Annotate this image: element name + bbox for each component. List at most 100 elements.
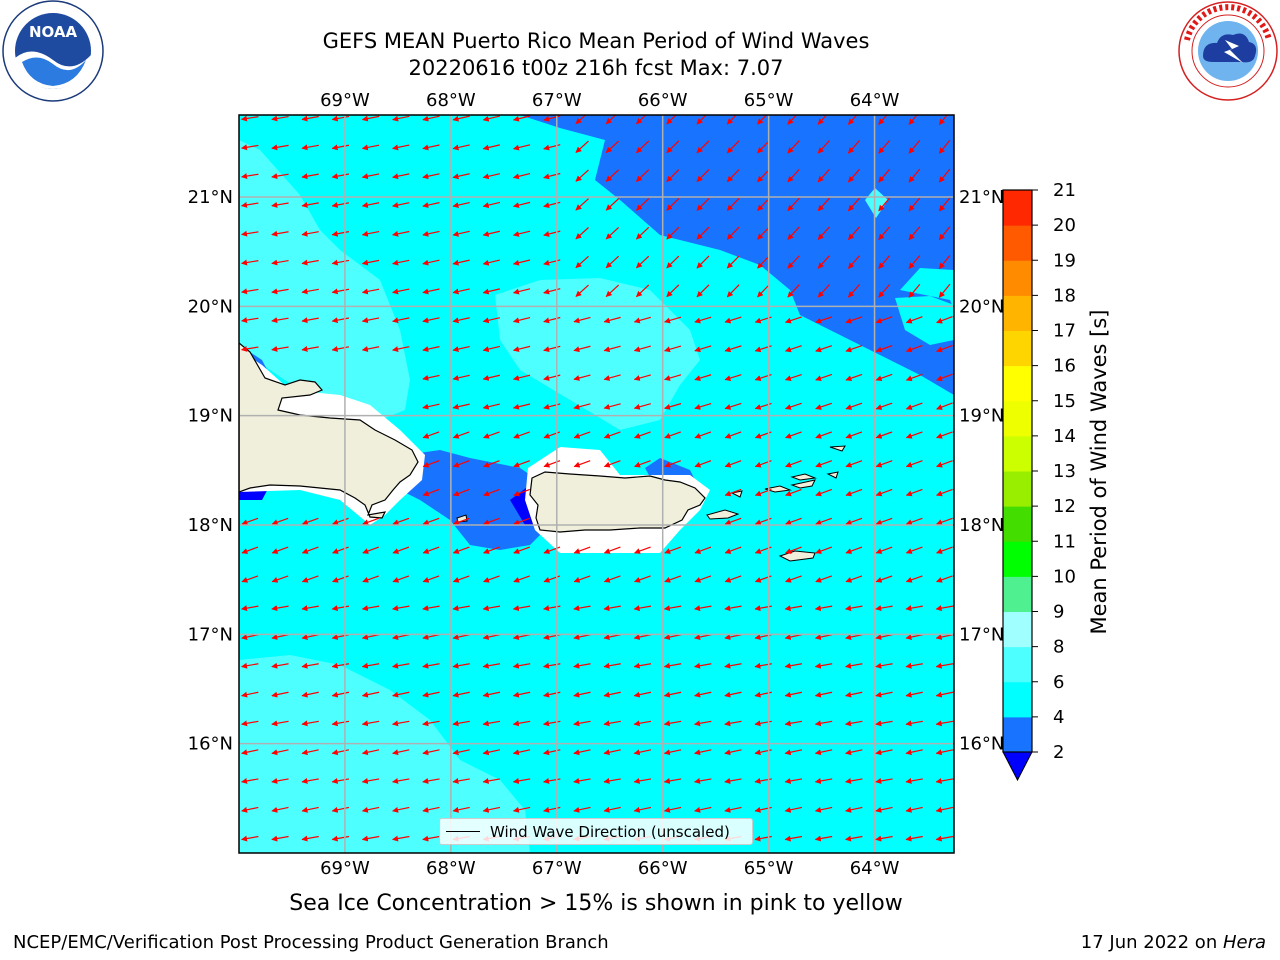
wave-direction-arrow [905, 402, 923, 410]
wave-direction-arrow [452, 605, 470, 612]
wave-direction-arrow [241, 806, 259, 813]
wave-direction-arrow [726, 140, 740, 154]
wave-direction-arrow [785, 575, 802, 583]
wave-direction-arrow [603, 460, 621, 468]
wave-direction-arrow [603, 546, 621, 554]
wave-direction-arrow [271, 605, 289, 612]
wave-direction-arrow [392, 317, 410, 324]
wave-direction-arrow [724, 575, 742, 583]
wave-direction-arrow [392, 173, 410, 180]
wave-direction-arrow [935, 777, 954, 784]
wave-direction-arrow [573, 374, 591, 381]
wave-direction-arrow [875, 488, 893, 497]
wave-direction-arrow [938, 255, 951, 270]
colorbar-segment [1003, 330, 1032, 367]
lat-label-right: 21°N [959, 187, 1004, 208]
wave-direction-arrow [666, 198, 680, 211]
wave-direction-arrow [512, 662, 531, 669]
lat-label-left: 18°N [188, 515, 233, 536]
wave-direction-arrow [512, 374, 531, 381]
wave-direction-arrow [908, 283, 921, 298]
wave-direction-arrow [422, 288, 440, 295]
wave-direction-arrow [938, 226, 951, 241]
wave-direction-arrow [878, 197, 891, 212]
wave-direction-arrow [271, 345, 289, 352]
land-vieques [706, 509, 740, 520]
wave-direction-arrow [331, 720, 350, 727]
wave-direction-arrow [392, 115, 410, 122]
colorbar-segment [1003, 225, 1032, 261]
wave-direction-arrow [905, 460, 923, 468]
wave-direction-arrow [908, 255, 921, 270]
wave-direction-arrow [361, 202, 380, 208]
wave-direction-arrow [422, 173, 440, 180]
wave-direction-arrow [512, 345, 531, 353]
colorbar-segment [1003, 541, 1032, 577]
wave-direction-arrow [452, 403, 470, 410]
wave-direction-arrow [482, 749, 501, 756]
wave-direction-arrow [875, 691, 893, 698]
wave-direction-arrow [605, 198, 620, 211]
wave-direction-arrow [271, 201, 289, 208]
wave-direction-arrow [815, 517, 832, 526]
wave-direction-arrow [817, 197, 830, 212]
wave-direction-arrow [694, 605, 712, 612]
map-frame [238, 114, 955, 854]
wave-direction-arrow [908, 115, 918, 126]
wave-direction-arrow [663, 720, 682, 727]
wave-direction-arrow [664, 575, 681, 583]
wave-direction-arrow [301, 345, 319, 352]
wave-direction-arrow [878, 255, 891, 269]
wave-direction-arrow [875, 634, 893, 640]
wave-direction-arrow [787, 197, 800, 212]
wave-direction-arrow [362, 575, 379, 583]
wave-direction-arrow [482, 173, 501, 180]
wave-direction-arrow [726, 284, 740, 298]
wave-direction-arrow [784, 720, 803, 727]
wave-direction-arrow [331, 662, 350, 669]
wave-direction-arrow [633, 374, 651, 381]
wave-direction-arrow [332, 546, 349, 554]
wave-direction-arrow [666, 226, 680, 240]
wave-direction-arrow [845, 402, 863, 410]
wave-direction-arrow [784, 605, 803, 612]
wave-direction-arrow [878, 226, 891, 241]
wave-direction-arrow [603, 575, 621, 583]
wave-direction-arrow [452, 749, 470, 756]
wave-direction-arrow [664, 546, 681, 554]
wave-direction-arrow [815, 460, 832, 468]
wave-direction-arrow [331, 230, 350, 237]
wave-direction-arrow [935, 691, 954, 698]
wave-direction-arrow [905, 316, 923, 324]
wave-direction-arrow [392, 720, 410, 727]
wave-direction-arrow [422, 317, 440, 324]
wave-direction-arrow [875, 806, 893, 813]
lon-label-top: 64°W [850, 90, 900, 111]
wave-direction-arrow [422, 806, 440, 813]
wave-direction-arrow [271, 806, 289, 813]
wave-direction-arrow [784, 691, 803, 698]
wave-direction-arrow [784, 345, 802, 353]
wave-direction-arrow [422, 575, 440, 583]
wave-direction-arrow [331, 691, 350, 698]
wave-direction-arrow [513, 431, 530, 439]
wave-direction-arrow [482, 806, 501, 813]
colorbar-tick-label: 6 [1053, 672, 1064, 693]
wave-direction-arrow [361, 605, 380, 612]
wave-direction-arrow [726, 169, 740, 183]
wave-direction-arrow [784, 662, 803, 669]
wave-direction-arrow [301, 317, 319, 324]
land-hispaniola [239, 342, 419, 519]
wave-direction-arrow [603, 605, 621, 612]
wave-direction-arrow [724, 460, 742, 468]
wave-direction-arrow [634, 546, 651, 554]
wave-direction-arrow [694, 460, 712, 468]
wave-direction-arrow [666, 140, 680, 154]
wave-direction-arrow [787, 284, 800, 298]
wave-direction-arrow [724, 517, 742, 526]
wave-direction-arrow [392, 202, 410, 208]
wave-direction-arrow [935, 835, 954, 842]
wave-period-field [239, 115, 954, 853]
wave-direction-arrow [633, 691, 652, 698]
wave-direction-arrow [301, 115, 319, 122]
